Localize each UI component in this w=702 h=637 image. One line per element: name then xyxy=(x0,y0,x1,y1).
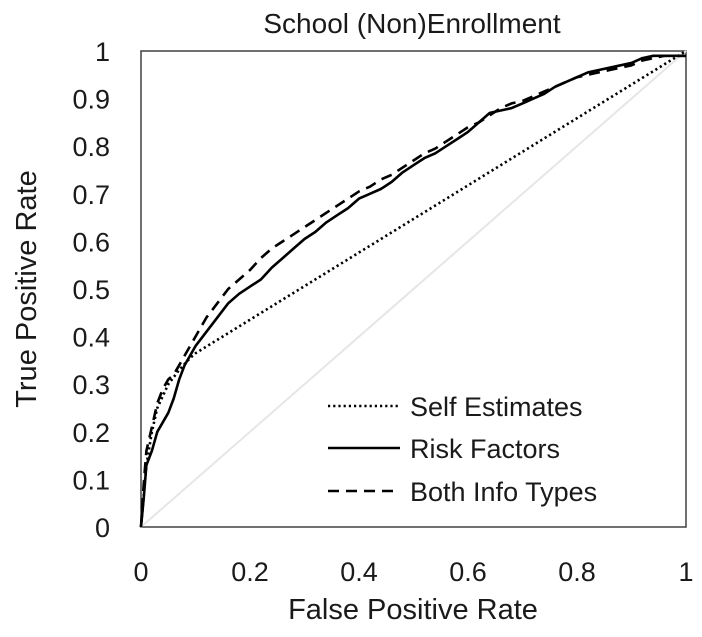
series-line-risk-factors xyxy=(139,54,686,528)
y-axis-title: True Positive Rate xyxy=(11,170,43,407)
x-axis-ticks: 0 0.2 0.4 0.6 0.8 1 xyxy=(133,557,693,587)
legend-label: Both Info Types xyxy=(410,477,597,507)
x-tick-label: 0 xyxy=(133,557,148,587)
x-tick-label: 1 xyxy=(678,557,693,587)
y-axis-ticks: 0 0.1 0.2 0.3 0.4 0.5 0.6 0.7 0.8 0.9 1 xyxy=(72,37,110,543)
y-tick-label: 0.5 xyxy=(72,275,110,305)
x-tick-label: 0.8 xyxy=(558,557,596,587)
y-tick-label: 0.8 xyxy=(72,132,110,162)
x-tick-label: 0.6 xyxy=(449,557,487,587)
y-tick-label: 0.4 xyxy=(72,323,110,353)
y-tick-label: 1 xyxy=(95,37,110,67)
x-tick-label: 0.4 xyxy=(340,557,378,587)
y-tick-label: 0.7 xyxy=(72,180,110,210)
y-tick-label: 0.3 xyxy=(72,370,110,400)
x-axis-title: False Positive Rate xyxy=(288,594,538,626)
chance-diagonal-line xyxy=(140,50,687,528)
y-tick-label: 0.2 xyxy=(72,418,110,448)
chart-title: School (Non)Enrollment xyxy=(263,8,560,39)
legend: Self Estimates Risk Factors Both Info Type… xyxy=(328,392,597,507)
series-line-self-estimates xyxy=(139,49,687,528)
x-tick-label: 0.2 xyxy=(231,557,269,587)
plot-area xyxy=(139,49,687,528)
series-line-both-info-types xyxy=(139,54,686,528)
y-tick-label: 0.6 xyxy=(72,227,110,257)
y-tick-label: 0.1 xyxy=(72,465,110,495)
legend-label: Risk Factors xyxy=(410,434,560,464)
y-tick-label: 0.9 xyxy=(72,85,110,115)
legend-label: Self Estimates xyxy=(410,392,583,422)
y-tick-label: 0 xyxy=(95,513,110,543)
